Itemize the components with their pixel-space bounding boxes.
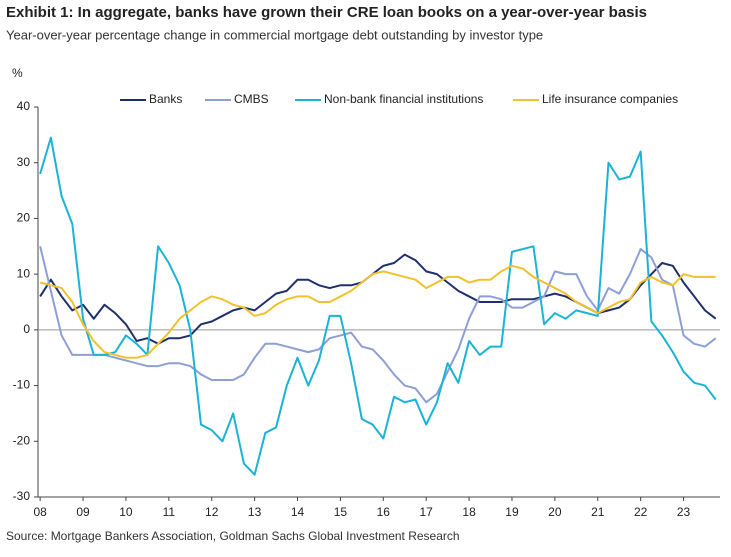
x-tick-label: 09 [76, 505, 90, 519]
series-line [39, 264, 716, 359]
legend-label: Non-bank financial institutions [324, 92, 483, 106]
source: Source: Mortgage Bankers Association, Go… [6, 529, 460, 543]
x-tick-label: 08 [33, 505, 47, 519]
x-tick-label: 12 [205, 505, 219, 519]
x-tick-label: 14 [291, 505, 305, 519]
x-tick-label: 10 [119, 505, 133, 519]
x-tick-label: 19 [505, 505, 519, 519]
legend-label: Life insurance companies [542, 92, 678, 106]
y-tick-label: -20 [13, 433, 31, 447]
y-tick-label: 0 [23, 322, 30, 336]
x-tick-label: 18 [462, 505, 476, 519]
x-tick-label: 15 [334, 505, 348, 519]
series-line [39, 136, 717, 476]
y-axis-label: % [12, 66, 23, 80]
y-tick-label: -30 [13, 489, 31, 503]
y-tick-label: 20 [17, 211, 31, 225]
legend-label: Banks [149, 92, 182, 106]
x-tick-label: 11 [163, 505, 176, 519]
x-tick-label: 20 [548, 505, 562, 519]
x-tick-label: 23 [677, 505, 691, 519]
x-tick-label: 13 [248, 505, 262, 519]
y-tick-label: -10 [13, 378, 31, 392]
series-line [39, 246, 717, 404]
y-tick-label: 30 [17, 155, 31, 169]
chart-subtitle: Year-over-year percentage change in comm… [6, 27, 543, 42]
series-line [39, 253, 717, 345]
x-tick-label: 21 [591, 505, 605, 519]
chart-title: Exhibit 1: In aggregate, banks have grow… [6, 4, 647, 21]
x-tick-label: 16 [377, 505, 391, 519]
x-tick-label: 22 [634, 505, 648, 519]
legend-label: CMBS [234, 92, 269, 106]
y-tick-label: 40 [17, 99, 31, 113]
x-tick-label: 17 [420, 505, 434, 519]
y-tick-label: 10 [17, 266, 31, 280]
